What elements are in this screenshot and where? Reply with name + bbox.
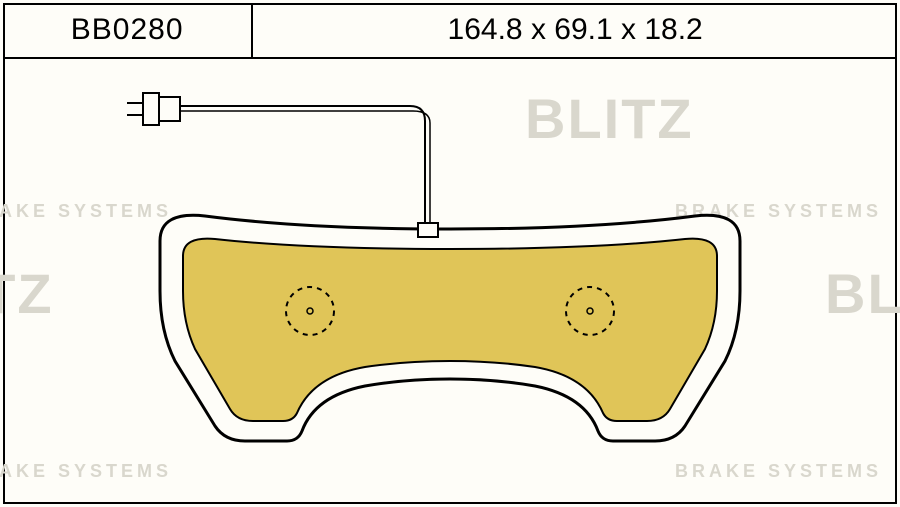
- brake-pad-drawing: [5, 61, 895, 502]
- page-container: BB0280 164.8 x 69.1 x 18.2 BLITZ BRAKE S…: [0, 0, 900, 507]
- dimensions-text: 164.8 x 69.1 x 18.2: [448, 13, 703, 47]
- friction-material: [183, 239, 717, 421]
- sensor-wire: [180, 106, 425, 231]
- diagram-area: BLITZ BRAKE SYSTEMS BRAKE SYSTEMS BLITZ …: [5, 61, 895, 502]
- sensor-clip: [418, 223, 438, 237]
- sensor-wire-2: [180, 111, 430, 231]
- header-row: BB0280 164.8 x 69.1 x 18.2: [3, 3, 897, 59]
- dimensions-cell: 164.8 x 69.1 x 18.2: [253, 3, 897, 57]
- part-number-cell: BB0280: [3, 3, 253, 57]
- part-number: BB0280: [71, 13, 184, 47]
- sensor-connector: [127, 93, 180, 125]
